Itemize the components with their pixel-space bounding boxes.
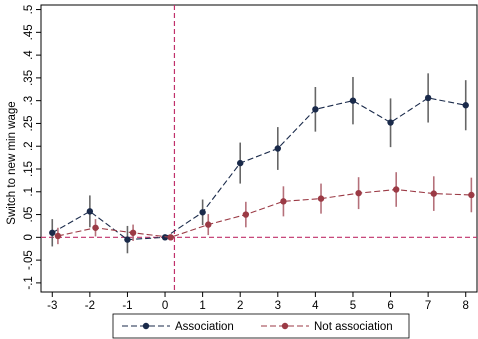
data-point-not-association [54, 232, 62, 240]
legend-marker-association [142, 322, 150, 330]
data-point-association [199, 209, 206, 216]
data-point-association [349, 97, 357, 104]
data-point-association [387, 119, 394, 126]
y-axis-label: Switch to new min wage [6, 101, 18, 224]
data-point-association [424, 94, 432, 102]
legend: Association Not association [112, 313, 410, 339]
plot-frame [40, 4, 478, 293]
data-point-not-association [92, 224, 99, 231]
data-point-not-association [280, 198, 287, 205]
y-tick-label: .5 [23, 5, 35, 15]
x-tick-label: 3 [275, 300, 281, 312]
data-point-not-association [167, 234, 174, 241]
data-point-not-association [317, 195, 325, 202]
y-tick-label: .45 [23, 24, 35, 40]
x-tick-label: -1 [122, 300, 132, 312]
data-point-association [312, 106, 319, 113]
y-tick-label: .35 [23, 70, 35, 86]
x-tick-label: 5 [350, 300, 356, 312]
data-point-association [86, 208, 94, 215]
y-tick-label: .1 [23, 187, 35, 197]
y-tick-label: .3 [23, 96, 35, 106]
legend-label-association: Association [175, 321, 234, 333]
data-point-not-association [392, 186, 400, 193]
x-tick-label: 4 [312, 300, 319, 312]
data-point-association [49, 229, 56, 236]
x-tick-label: 0 [162, 300, 168, 312]
x-tick-label: 2 [237, 300, 243, 312]
legend-items [122, 322, 309, 330]
data-point-not-association [430, 190, 437, 197]
plot-area: -.1 -.05 0 .05 .1 .15 .2 .25 .3 .35 .4 .45 .5 -3 -2 -1 0… [23, 4, 478, 312]
data-point-association [124, 236, 131, 243]
y-tick-label: .05 [23, 207, 35, 223]
data-point-not-association [355, 189, 362, 197]
data-point-not-association [205, 221, 212, 228]
y-tick-label: .25 [23, 115, 35, 131]
x-tick-label: 7 [425, 300, 431, 312]
data-point-not-association [242, 211, 250, 218]
data-point-association [237, 159, 244, 167]
x-tick-label: 8 [463, 300, 469, 312]
y-tick-label: -.05 [23, 250, 35, 270]
y-tick-label: .15 [23, 161, 35, 177]
data-point-association [161, 234, 169, 241]
data-point-association [462, 102, 469, 109]
x-tick-label: -3 [47, 300, 57, 312]
x-tick-label: -2 [85, 300, 95, 312]
y-tick-label: .4 [23, 50, 35, 60]
y-tick-label: -.1 [23, 276, 35, 289]
data-point-association [274, 145, 281, 152]
series-line-association [52, 97, 466, 241]
y-tick-label: 0 [23, 234, 35, 240]
x-tick-label: 6 [387, 300, 393, 312]
series-line-not-association [57, 188, 472, 238]
data-point-not-association [468, 191, 475, 199]
data-point-not-association [129, 229, 137, 236]
legend-marker-not-association [281, 322, 289, 330]
legend-label-not-association: Not association [314, 321, 393, 333]
x-tick-label: 1 [199, 300, 205, 312]
y-tick-label: .2 [23, 141, 35, 151]
